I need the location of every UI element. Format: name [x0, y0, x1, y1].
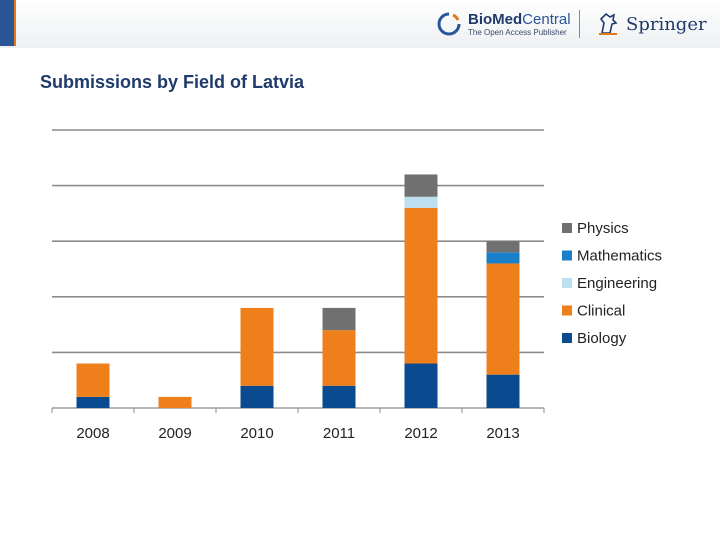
bar-physics-2012	[404, 174, 438, 197]
bar-biology-2011	[322, 385, 356, 408]
biomed-tagline: The Open Access Publisher	[468, 27, 567, 37]
springer-horse-icon	[599, 12, 618, 35]
bar-biology-2012	[404, 363, 438, 408]
x-tick-label-2008: 2008	[76, 425, 109, 442]
accent-bar	[0, 0, 16, 46]
x-tick-label-2012: 2012	[404, 425, 437, 442]
legend-swatch-mathematics	[562, 250, 572, 261]
legend-label-engineering: Engineering	[577, 275, 657, 292]
bar-clinical-2013	[486, 263, 520, 375]
bar-biology-2008	[76, 396, 110, 408]
x-tick-label-2011: 2011	[323, 425, 355, 442]
bar-clinical-2011	[322, 330, 356, 386]
bar-physics-2011	[322, 307, 356, 331]
biomed-central-icon	[437, 12, 461, 36]
x-tick-label-2013: 2013	[486, 425, 519, 442]
legend-label-physics: Physics	[577, 220, 629, 237]
springer-logo: Springer	[596, 8, 707, 40]
legend-label-biology: Biology	[577, 330, 627, 347]
biomed-name-bold: BioMed	[468, 10, 523, 28]
legend-swatch-physics	[562, 223, 572, 233]
bar-biology-2013	[486, 374, 520, 408]
legend-swatch-biology	[562, 333, 572, 343]
bar-clinical-2012	[404, 207, 438, 364]
legend-label-mathematics: Mathematics	[577, 248, 662, 265]
legend-swatch-engineering	[562, 278, 572, 288]
legend-swatch-clinical	[562, 305, 572, 316]
biomed-name-light: Central	[522, 10, 571, 28]
bar-mathematics-2013	[486, 252, 520, 264]
bar-biology-2010	[240, 385, 274, 408]
springer-name: Springer	[626, 13, 707, 35]
bar-clinical-2010	[240, 307, 274, 386]
bar-clinical-2009	[158, 396, 192, 408]
x-tick-label-2010: 2010	[240, 425, 273, 442]
legend-label-clinical: Clinical	[577, 303, 625, 320]
chart-title: Submissions by Field of Latvia	[40, 72, 305, 92]
bar-physics-2013	[486, 241, 520, 253]
logo-divider	[579, 10, 580, 38]
biomed-central-logo: BioMedCentral The Open Access Publisher	[436, 8, 571, 40]
header-bar: BioMedCentral The Open Access Publisher …	[0, 0, 720, 48]
x-tick-label-2009: 2009	[158, 425, 191, 442]
bar-clinical-2008	[76, 363, 110, 397]
bar-engineering-2012	[404, 196, 438, 208]
